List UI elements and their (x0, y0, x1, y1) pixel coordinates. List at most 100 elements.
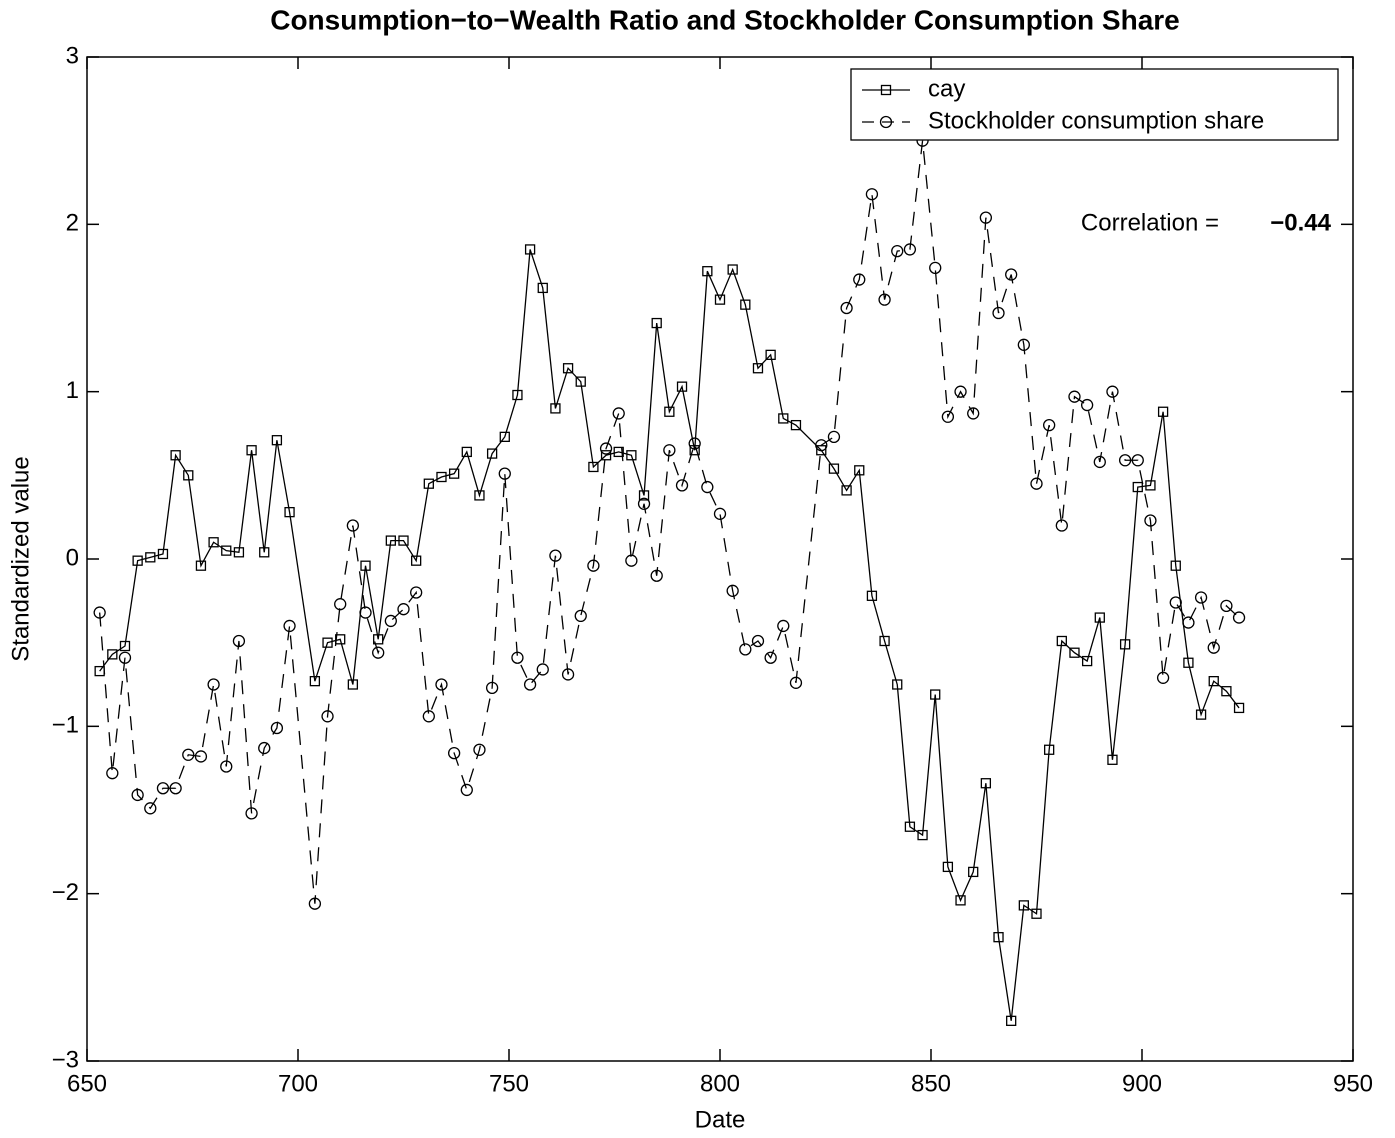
marker (968, 866, 979, 878)
marker (360, 560, 371, 571)
marker (1093, 455, 1106, 469)
y-tick-label: −1 (52, 712, 79, 739)
marker (549, 549, 562, 562)
marker (233, 547, 245, 558)
y-tick-label: −2 (52, 879, 79, 906)
marker (778, 413, 789, 424)
marker (892, 679, 903, 690)
annotation-text: Correlation = (1081, 209, 1219, 236)
marker (245, 807, 258, 820)
marker (790, 419, 802, 431)
marker (511, 651, 524, 664)
y-axis-label: Standardized value (7, 456, 34, 661)
marker (232, 634, 246, 648)
marker (688, 437, 701, 450)
marker (1144, 514, 1157, 527)
marker (1233, 702, 1245, 714)
marker (550, 403, 561, 414)
legend-box (850, 68, 1339, 141)
marker (411, 555, 422, 566)
marker (917, 829, 928, 841)
marker (372, 646, 385, 659)
marker (474, 490, 485, 501)
marker (271, 435, 283, 446)
marker (675, 479, 689, 492)
marker (132, 555, 143, 566)
x-tick-label: 950 (1333, 1070, 1373, 1097)
marker (270, 721, 284, 735)
marker (486, 448, 498, 459)
marker (1170, 560, 1181, 571)
marker (144, 802, 157, 815)
marker (195, 560, 207, 571)
marker (599, 442, 613, 455)
marker (145, 552, 156, 563)
marker (1194, 591, 1208, 604)
marker (726, 584, 739, 597)
marker (979, 211, 993, 224)
marker (739, 643, 752, 656)
marker (359, 606, 372, 619)
marker (499, 431, 510, 442)
marker (637, 497, 651, 510)
marker (321, 710, 334, 723)
marker (1030, 477, 1043, 490)
marker (751, 634, 765, 648)
marker (992, 306, 1005, 320)
marker (485, 681, 499, 694)
marker (107, 649, 118, 660)
marker (854, 465, 865, 476)
marker (1106, 385, 1119, 398)
marker (1132, 481, 1143, 493)
x-axis-label: Date (695, 1106, 746, 1133)
marker (1006, 1015, 1017, 1026)
marker (524, 244, 536, 255)
marker (207, 678, 220, 691)
marker (930, 689, 941, 700)
marker (397, 603, 410, 616)
marker (853, 273, 866, 286)
marker (676, 381, 688, 392)
marker (625, 554, 638, 567)
marker (740, 299, 751, 310)
marker (866, 590, 878, 601)
marker (284, 506, 295, 518)
chart-title: Consumption−to−Wealth Ratio and Stockhol… (270, 4, 1180, 35)
marker (626, 450, 637, 461)
marker (929, 261, 942, 274)
marker (638, 490, 650, 501)
marker (714, 294, 726, 305)
marker (448, 468, 460, 479)
marker (955, 895, 966, 906)
marker (689, 445, 700, 456)
x-tick-label: 750 (489, 1070, 529, 1097)
marker (904, 821, 916, 832)
marker (1005, 268, 1018, 281)
marker (1018, 900, 1029, 911)
marker (1220, 599, 1233, 613)
marker (322, 637, 333, 648)
x-tick-label: 900 (1122, 1070, 1162, 1097)
marker (650, 569, 663, 582)
marker (954, 385, 967, 398)
marker (967, 407, 980, 420)
legend-marker (879, 115, 893, 129)
marker (878, 293, 891, 306)
marker (157, 548, 169, 560)
marker (334, 598, 347, 611)
marker (131, 788, 144, 802)
marker (980, 778, 992, 789)
marker (398, 535, 409, 546)
marker (1169, 596, 1182, 609)
marker (473, 743, 486, 756)
marker (536, 663, 549, 676)
marker (183, 470, 194, 481)
marker (1182, 616, 1195, 629)
marker (1183, 657, 1194, 668)
marker (461, 446, 472, 458)
marker (259, 547, 270, 558)
marker (422, 710, 435, 723)
marker (119, 640, 131, 652)
marker (436, 471, 447, 483)
